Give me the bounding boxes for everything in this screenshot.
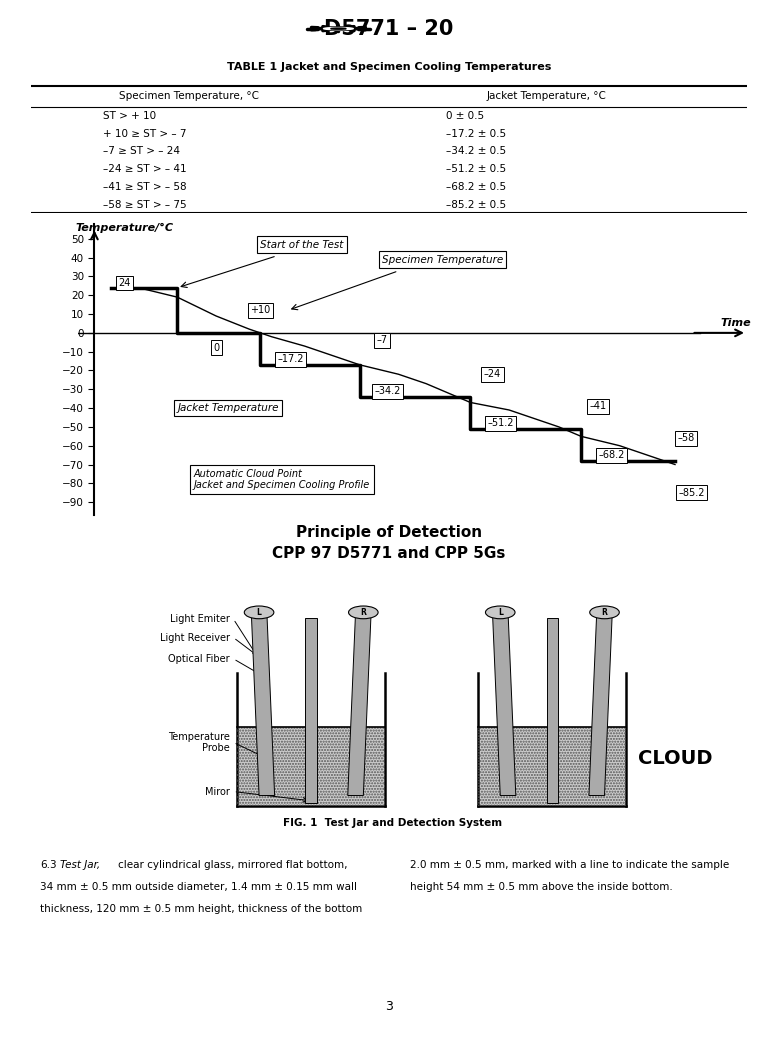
Text: –17.2: –17.2 — [278, 354, 304, 364]
Circle shape — [324, 27, 353, 30]
Circle shape — [331, 28, 346, 29]
Text: Principle of Detection
CPP 97 D5771 and CPP 5Gs: Principle of Detection CPP 97 D5771 and … — [272, 526, 506, 561]
Polygon shape — [348, 612, 371, 795]
Text: 3: 3 — [385, 999, 393, 1013]
Text: –85.2: –85.2 — [678, 488, 705, 498]
Text: height 54 mm ± 0.5 mm above the inside bottom.: height 54 mm ± 0.5 mm above the inside b… — [410, 882, 673, 892]
Text: TABLE 1 Jacket and Specimen Cooling Temperatures: TABLE 1 Jacket and Specimen Cooling Temp… — [227, 62, 551, 73]
Ellipse shape — [244, 606, 274, 618]
Text: –7 ≥ ST > – 24: –7 ≥ ST > – 24 — [103, 147, 180, 156]
Text: Test Jar,: Test Jar, — [60, 860, 100, 870]
Circle shape — [315, 27, 362, 30]
Bar — [478, 727, 626, 806]
Text: FIG. 1  Test Jar and Detection System: FIG. 1 Test Jar and Detection System — [283, 818, 503, 829]
Text: Miror: Miror — [205, 787, 230, 796]
Text: Jacket Temperature: Jacket Temperature — [177, 403, 279, 413]
Text: –34.2: –34.2 — [374, 386, 401, 397]
Text: –51.2: –51.2 — [488, 418, 514, 428]
Bar — [237, 727, 385, 806]
Text: Time: Time — [720, 319, 751, 328]
Text: L: L — [498, 608, 503, 617]
Text: –24: –24 — [484, 370, 501, 379]
Polygon shape — [305, 617, 317, 804]
Polygon shape — [546, 617, 559, 804]
Text: 34 mm ± 0.5 mm outside diameter, 1.4 mm ± 0.15 mm wall: 34 mm ± 0.5 mm outside diameter, 1.4 mm … — [40, 882, 357, 892]
Text: + 10 ≥ ST > – 7: + 10 ≥ ST > – 7 — [103, 129, 186, 138]
Text: –68.2 ± 0.5: –68.2 ± 0.5 — [447, 182, 506, 192]
Text: –58: –58 — [678, 433, 695, 443]
Ellipse shape — [349, 606, 378, 618]
Bar — [478, 727, 626, 806]
Text: Jacket Temperature, °C: Jacket Temperature, °C — [486, 92, 606, 101]
Text: Temperature
Probe: Temperature Probe — [167, 732, 230, 754]
Ellipse shape — [590, 606, 619, 618]
Text: 6.3: 6.3 — [40, 860, 57, 870]
Text: Light Emiter: Light Emiter — [170, 614, 230, 624]
Text: L: L — [257, 608, 261, 617]
Ellipse shape — [485, 606, 515, 618]
Text: clear cylindrical glass, mirrored flat bottom,: clear cylindrical glass, mirrored flat b… — [118, 860, 348, 870]
Text: –51.2 ± 0.5: –51.2 ± 0.5 — [447, 164, 506, 174]
Text: Automatic Cloud Point
Jacket and Specimen Cooling Profile: Automatic Cloud Point Jacket and Specime… — [194, 468, 370, 490]
Text: 2.0 mm ± 0.5 mm, marked with a line to indicate the sample: 2.0 mm ± 0.5 mm, marked with a line to i… — [410, 860, 729, 870]
Text: –17.2 ± 0.5: –17.2 ± 0.5 — [447, 129, 506, 138]
Text: 0: 0 — [213, 342, 219, 353]
Text: Start of the Test: Start of the Test — [261, 239, 344, 250]
Text: Light Receiver: Light Receiver — [159, 633, 230, 642]
Text: Temperature/°C: Temperature/°C — [75, 223, 173, 232]
Text: 24: 24 — [118, 278, 131, 288]
Text: R: R — [360, 608, 366, 617]
Polygon shape — [251, 612, 275, 795]
Text: CLOUD: CLOUD — [638, 748, 713, 768]
Text: ST > + 10: ST > + 10 — [103, 110, 156, 121]
Text: R: R — [601, 608, 608, 617]
Polygon shape — [492, 612, 516, 795]
Text: –41: –41 — [589, 401, 606, 411]
Text: –58 ≥ ST > – 75: –58 ≥ ST > – 75 — [103, 200, 186, 209]
Polygon shape — [589, 612, 612, 795]
Bar — [237, 727, 385, 806]
Text: –85.2 ± 0.5: –85.2 ± 0.5 — [447, 200, 506, 209]
Text: Specimen Temperature, °C: Specimen Temperature, °C — [118, 92, 258, 101]
Text: Optical Fiber: Optical Fiber — [168, 654, 230, 664]
Text: –68.2: –68.2 — [598, 450, 625, 460]
Text: Specimen Temperature: Specimen Temperature — [382, 255, 503, 264]
Text: thickness, 120 mm ± 0.5 mm height, thickness of the bottom: thickness, 120 mm ± 0.5 mm height, thick… — [40, 905, 363, 914]
Text: +10: +10 — [251, 305, 271, 315]
Text: D5771 – 20: D5771 – 20 — [324, 19, 454, 39]
Text: –24 ≥ ST > – 41: –24 ≥ ST > – 41 — [103, 164, 186, 174]
Text: –7: –7 — [377, 335, 387, 346]
Text: –41 ≥ ST > – 58: –41 ≥ ST > – 58 — [103, 182, 186, 192]
Text: 0 ± 0.5: 0 ± 0.5 — [447, 110, 485, 121]
Text: –34.2 ± 0.5: –34.2 ± 0.5 — [447, 147, 506, 156]
